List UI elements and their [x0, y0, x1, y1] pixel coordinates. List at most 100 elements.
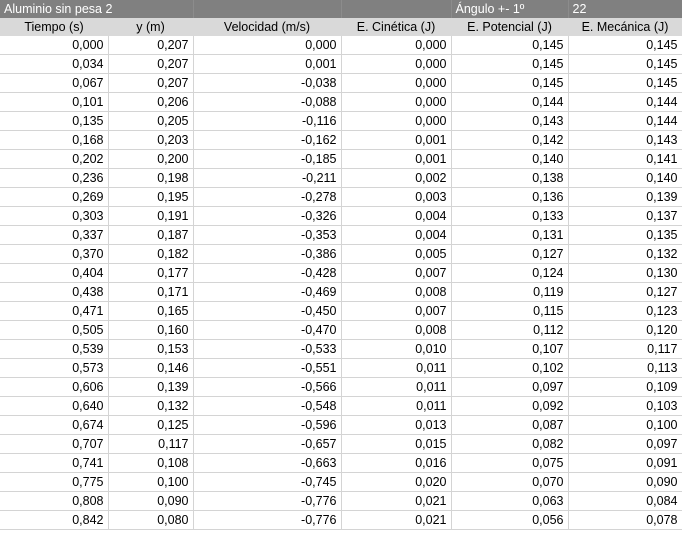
table-cell[interactable]: 0,404 [0, 263, 109, 283]
table-cell[interactable]: 0,090 [108, 491, 194, 511]
table-cell[interactable]: 0,145 [451, 54, 569, 74]
table-cell[interactable]: 0,124 [451, 263, 569, 283]
table-cell[interactable]: -0,776 [193, 491, 342, 511]
table-cell[interactable]: -0,469 [193, 282, 342, 302]
table-cell[interactable]: 0,078 [568, 510, 682, 530]
table-cell[interactable]: 0,107 [451, 339, 569, 359]
table-cell[interactable]: 0,001 [341, 130, 452, 150]
table-cell[interactable]: 0,102 [451, 358, 569, 378]
table-cell[interactable]: 0,109 [568, 377, 682, 397]
table-cell[interactable]: 0,127 [451, 244, 569, 264]
table-cell[interactable]: 0,100 [108, 472, 194, 492]
angle-label-cell[interactable]: Ángulo +- 1º [451, 0, 569, 18]
table-cell[interactable]: -0,326 [193, 206, 342, 226]
table-cell[interactable]: -0,596 [193, 415, 342, 435]
table-cell[interactable]: 0,084 [568, 491, 682, 511]
table-cell[interactable]: 0,138 [451, 168, 569, 188]
table-cell[interactable]: 0,741 [0, 453, 109, 473]
table-cell[interactable]: 0,013 [341, 415, 452, 435]
table-cell[interactable]: 0,144 [568, 92, 682, 112]
table-cell[interactable]: 0,142 [451, 130, 569, 150]
table-cell[interactable]: 0,539 [0, 339, 109, 359]
table-cell[interactable]: 0,003 [341, 187, 452, 207]
table-cell[interactable]: 0,195 [108, 187, 194, 207]
table-cell[interactable]: 0,103 [568, 396, 682, 416]
table-cell[interactable]: 0,097 [568, 434, 682, 454]
table-cell[interactable]: 0,127 [568, 282, 682, 302]
table-cell[interactable]: 0,034 [0, 54, 109, 74]
table-cell[interactable]: -0,657 [193, 434, 342, 454]
table-cell[interactable]: 0,021 [341, 510, 452, 530]
table-cell[interactable]: -0,278 [193, 187, 342, 207]
table-cell[interactable]: -0,038 [193, 73, 342, 93]
table-cell[interactable]: 0,707 [0, 434, 109, 454]
table-cell[interactable]: -0,745 [193, 472, 342, 492]
table-cell[interactable]: 0,471 [0, 301, 109, 321]
table-cell[interactable]: 0,011 [341, 377, 452, 397]
table-cell[interactable]: 0,120 [568, 320, 682, 340]
table-cell[interactable]: 0,063 [451, 491, 569, 511]
table-cell[interactable]: 0,000 [341, 92, 452, 112]
table-cell[interactable]: 0,145 [568, 36, 682, 55]
table-cell[interactable]: 0,145 [568, 54, 682, 74]
table-cell[interactable]: 0,198 [108, 168, 194, 188]
table-cell[interactable]: 0,123 [568, 301, 682, 321]
table-cell[interactable]: 0,573 [0, 358, 109, 378]
table-cell[interactable]: 0,141 [568, 149, 682, 169]
table-cell[interactable]: 0,132 [568, 244, 682, 264]
table-cell[interactable]: 0,145 [568, 73, 682, 93]
table-cell[interactable]: 0,438 [0, 282, 109, 302]
table-cell[interactable]: 0,070 [451, 472, 569, 492]
table-cell[interactable]: 0,011 [341, 358, 452, 378]
table-cell[interactable]: -0,663 [193, 453, 342, 473]
table-cell[interactable]: 0,056 [451, 510, 569, 530]
table-cell[interactable]: 0,010 [341, 339, 452, 359]
table-cell[interactable]: 0,842 [0, 510, 109, 530]
table-cell[interactable]: 0,005 [341, 244, 452, 264]
table-cell[interactable]: 0,125 [108, 415, 194, 435]
table-cell[interactable]: -0,211 [193, 168, 342, 188]
table-cell[interactable]: 0,011 [341, 396, 452, 416]
table-cell[interactable]: 0,140 [568, 168, 682, 188]
table-cell[interactable]: -0,353 [193, 225, 342, 245]
table-cell[interactable]: 0,119 [451, 282, 569, 302]
table-cell[interactable]: 0,140 [451, 149, 569, 169]
table-cell[interactable]: 0,337 [0, 225, 109, 245]
table-cell[interactable]: 0,136 [451, 187, 569, 207]
table-cell[interactable]: 0,177 [108, 263, 194, 283]
table-cell[interactable]: 0,143 [568, 130, 682, 150]
table-cell[interactable]: -0,551 [193, 358, 342, 378]
column-header-e-potencial[interactable]: E. Potencial (J) [451, 18, 568, 36]
table-cell[interactable]: 0,001 [193, 54, 342, 74]
table-cell[interactable]: 0,002 [341, 168, 452, 188]
table-cell[interactable]: 0,505 [0, 320, 109, 340]
table-cell[interactable]: 0,008 [341, 320, 452, 340]
table-cell[interactable]: 0,131 [451, 225, 569, 245]
table-cell[interactable]: 0,191 [108, 206, 194, 226]
table-cell[interactable]: 0,206 [108, 92, 194, 112]
table-cell[interactable]: 0,000 [0, 36, 109, 55]
table-cell[interactable]: 0,303 [0, 206, 109, 226]
table-cell[interactable]: 0,135 [0, 111, 109, 131]
table-cell[interactable]: 0,207 [108, 54, 194, 74]
table-cell[interactable]: 0,007 [341, 263, 452, 283]
table-cell[interactable]: 0,001 [341, 149, 452, 169]
table-cell[interactable]: 0,606 [0, 377, 109, 397]
table-cell[interactable]: 0,146 [108, 358, 194, 378]
table-cell[interactable]: 0,207 [108, 36, 194, 55]
table-cell[interactable]: 0,004 [341, 206, 452, 226]
table-cell[interactable]: -0,386 [193, 244, 342, 264]
column-header-e-mecanica[interactable]: E. Mecánica (J) [568, 18, 682, 36]
table-cell[interactable]: 0,092 [451, 396, 569, 416]
table-cell[interactable]: 0,182 [108, 244, 194, 264]
table-cell[interactable]: 0,115 [451, 301, 569, 321]
table-cell[interactable]: 0,080 [108, 510, 194, 530]
table-cell[interactable]: 0,113 [568, 358, 682, 378]
table-cell[interactable]: 0,020 [341, 472, 452, 492]
table-cell[interactable]: 0,187 [108, 225, 194, 245]
table-cell[interactable]: 0,200 [108, 149, 194, 169]
table-cell[interactable]: 0,144 [568, 111, 682, 131]
table-cell[interactable]: 0,139 [568, 187, 682, 207]
table-cell[interactable]: 0,133 [451, 206, 569, 226]
table-cell[interactable]: -0,566 [193, 377, 342, 397]
